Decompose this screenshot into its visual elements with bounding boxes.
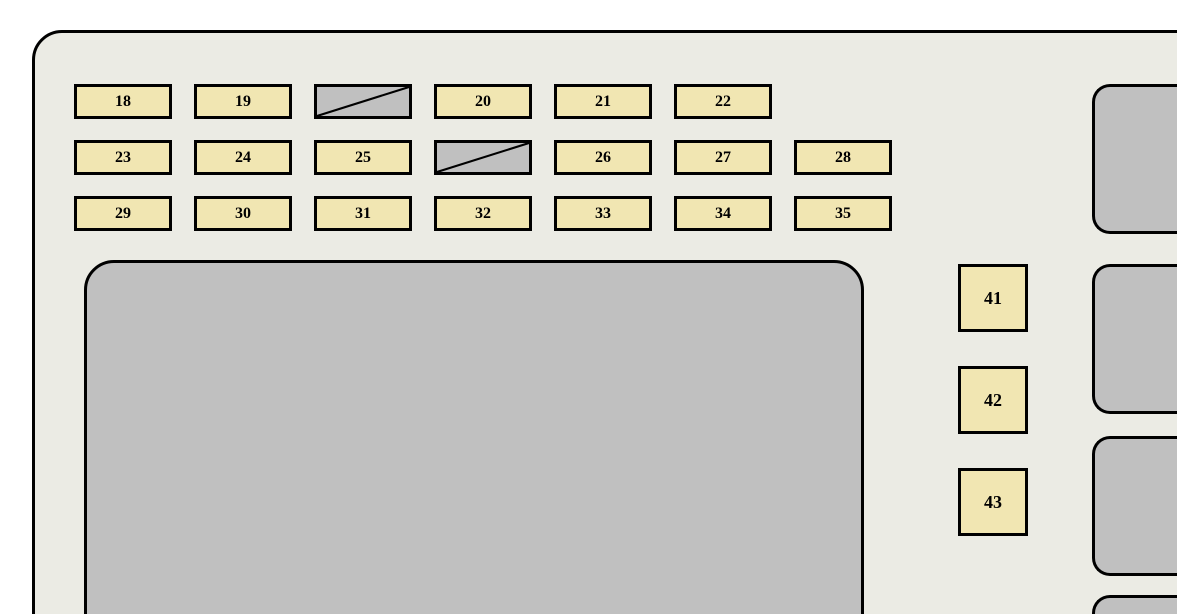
fuse-25: 25 bbox=[314, 140, 412, 175]
fuse-18: 18 bbox=[74, 84, 172, 119]
fuse-box-diagram: 18 19 20 21 22 23 24 25 26 27 28 29 30 3… bbox=[0, 0, 1177, 614]
fuse-24: 24 bbox=[194, 140, 292, 175]
relay-slot-3 bbox=[1092, 436, 1177, 576]
fuse-20: 20 bbox=[434, 84, 532, 119]
fuse-32: 32 bbox=[434, 196, 532, 231]
fuse-29: 29 bbox=[74, 196, 172, 231]
relay-slot-4 bbox=[1092, 595, 1177, 614]
fuse-30: 30 bbox=[194, 196, 292, 231]
fuse-33: 33 bbox=[554, 196, 652, 231]
fuse-34: 34 bbox=[674, 196, 772, 231]
fuse-blank-r1c3 bbox=[314, 84, 412, 119]
fuse-27: 27 bbox=[674, 140, 772, 175]
fuse-23: 23 bbox=[74, 140, 172, 175]
fuse-31: 31 bbox=[314, 196, 412, 231]
fuse-35: 35 bbox=[794, 196, 892, 231]
fuse-42: 42 bbox=[958, 366, 1028, 434]
relay-slot-2 bbox=[1092, 264, 1177, 414]
fuse-43: 43 bbox=[958, 468, 1028, 536]
fuse-21: 21 bbox=[554, 84, 652, 119]
fuse-28: 28 bbox=[794, 140, 892, 175]
relay-slot-1 bbox=[1092, 84, 1177, 234]
fuse-26: 26 bbox=[554, 140, 652, 175]
fuse-22: 22 bbox=[674, 84, 772, 119]
module-block bbox=[84, 260, 864, 614]
fuse-19: 19 bbox=[194, 84, 292, 119]
fuse-blank-r2c4 bbox=[434, 140, 532, 175]
fuse-41: 41 bbox=[958, 264, 1028, 332]
